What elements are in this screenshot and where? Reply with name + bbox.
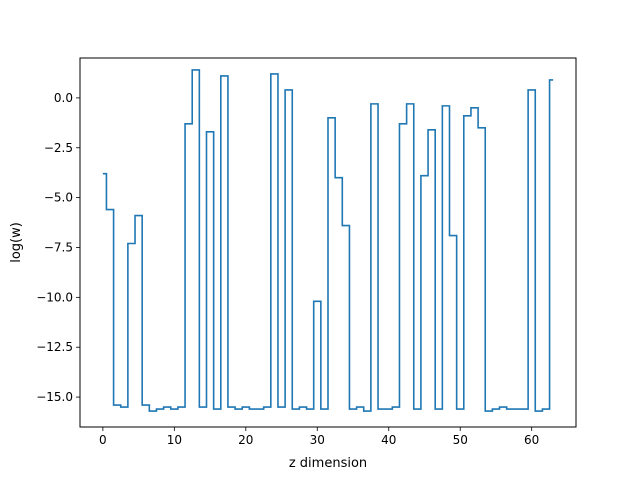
x-tick-label: 40 (381, 433, 396, 447)
x-tick-label: 10 (167, 433, 182, 447)
y-tick-label: −12.5 (36, 340, 73, 354)
y-tick-label: −7.5 (44, 240, 73, 254)
x-tick-label: 60 (524, 433, 539, 447)
x-tick-label: 50 (453, 433, 468, 447)
y-tick-label: −2.5 (44, 141, 73, 155)
y-tick-label: −15.0 (36, 390, 73, 404)
x-tick-label: 20 (238, 433, 253, 447)
x-tick-label: 0 (99, 433, 107, 447)
x-tick-label: 30 (310, 433, 325, 447)
y-tick-label: −5.0 (44, 191, 73, 205)
y-axis-label: log(w) (9, 222, 24, 263)
y-tick-label: 0.0 (54, 91, 73, 105)
y-tick-label: −10.0 (36, 290, 73, 304)
x-axis-label: z dimension (289, 456, 367, 471)
